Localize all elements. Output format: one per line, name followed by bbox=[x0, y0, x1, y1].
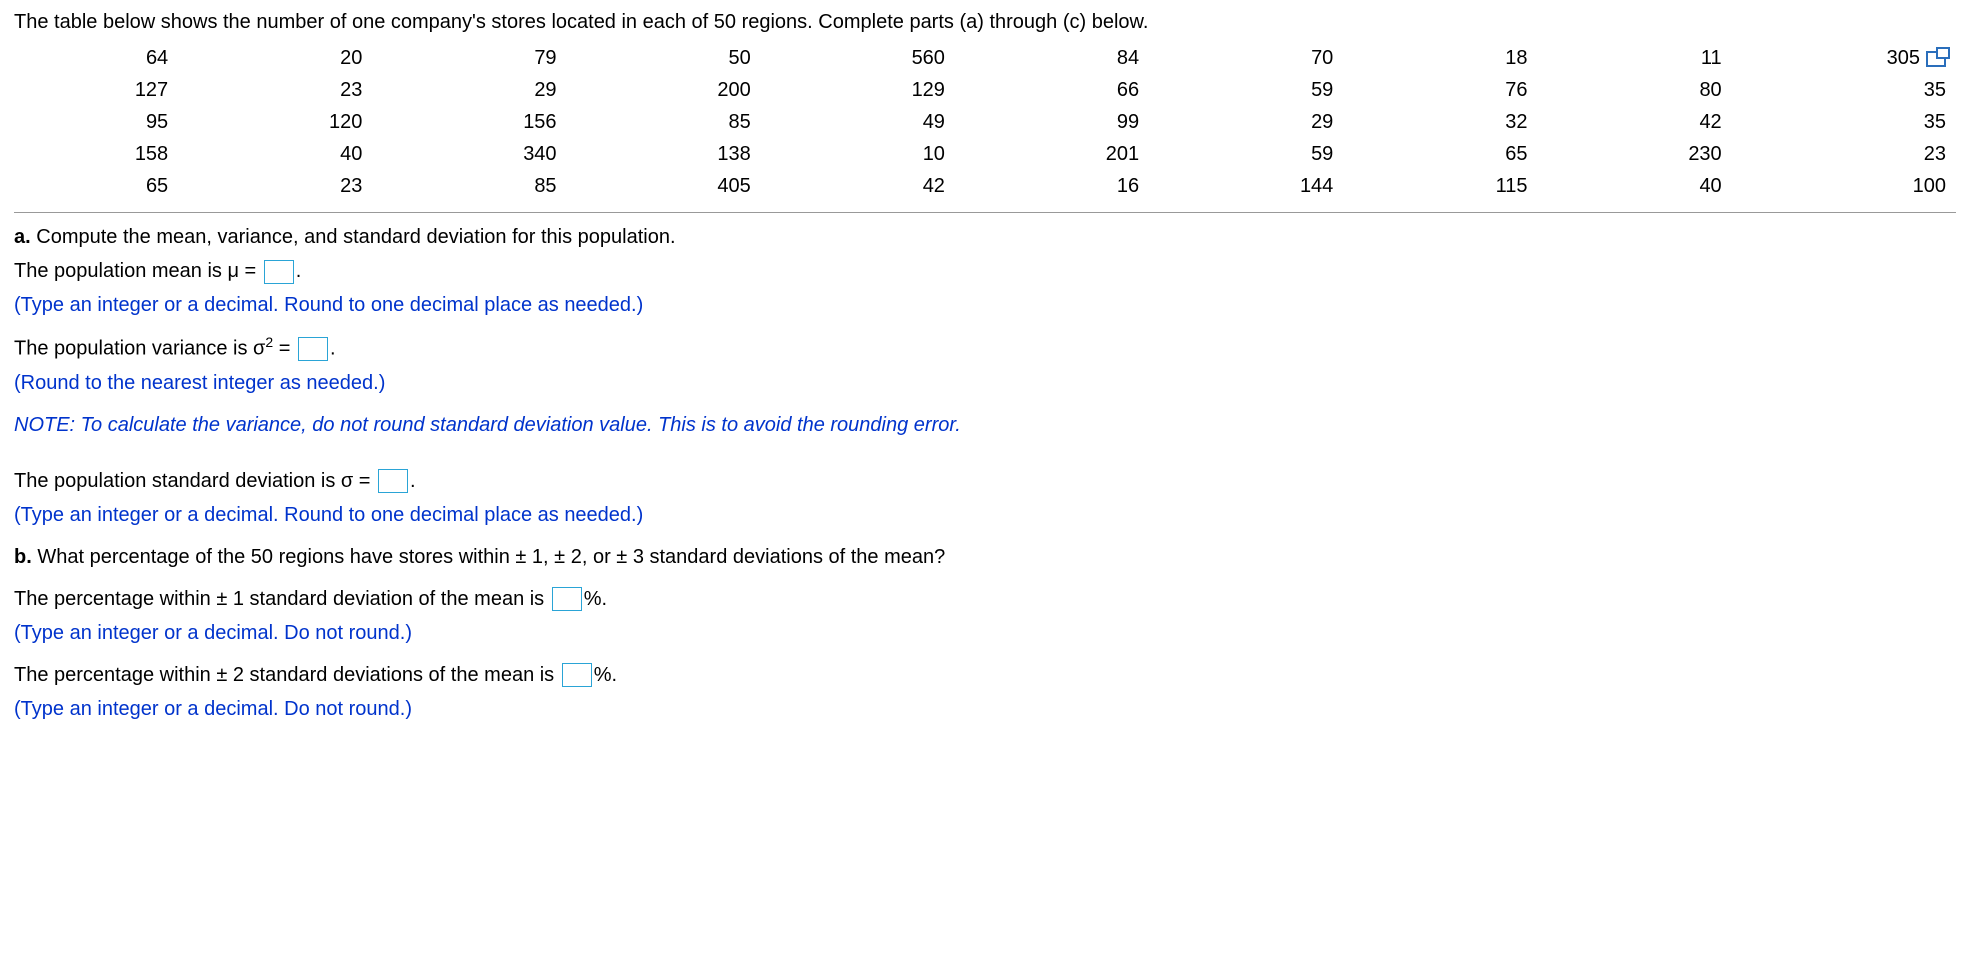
table-cell: 50 bbox=[597, 42, 791, 74]
table-cell: 76 bbox=[1373, 74, 1567, 106]
table-cell: 29 bbox=[402, 74, 596, 106]
pct1-post: %. bbox=[584, 588, 607, 610]
table-cell: 32 bbox=[1373, 106, 1567, 138]
part-a-text: Compute the mean, variance, and standard… bbox=[36, 226, 675, 248]
table-cell: 129 bbox=[791, 74, 985, 106]
pct2-hint: (Type an integer or a decimal. Do not ro… bbox=[14, 695, 1956, 723]
table-cell: 65 bbox=[1373, 138, 1567, 170]
table-row: 6420795056084701811305 bbox=[14, 42, 1956, 74]
table-cell: 405 bbox=[597, 170, 791, 202]
table-row: 9512015685499929324235 bbox=[14, 106, 1956, 138]
var-post: . bbox=[330, 338, 336, 360]
sd-pre: The population standard deviation is σ = bbox=[14, 470, 376, 492]
table-cell: 64 bbox=[14, 42, 208, 74]
mean-hint: (Type an integer or a decimal. Round to … bbox=[14, 291, 1956, 319]
sd-hint: (Type an integer or a decimal. Round to … bbox=[14, 501, 1956, 529]
table-cell: 35 bbox=[1762, 74, 1956, 106]
table-row: 12723292001296659768035 bbox=[14, 74, 1956, 106]
sd-input[interactable] bbox=[378, 469, 408, 493]
var-mid: = bbox=[273, 338, 296, 360]
table-cell: 10 bbox=[791, 138, 985, 170]
variance-note: NOTE: To calculate the variance, do not … bbox=[14, 411, 1956, 439]
table-cell: 138 bbox=[597, 138, 791, 170]
table-cell: 200 bbox=[597, 74, 791, 106]
table-cell: 100 bbox=[1762, 170, 1956, 202]
variance-line: The population variance is σ2 = . bbox=[14, 333, 1956, 363]
table-cell: 42 bbox=[791, 170, 985, 202]
table-cell: 305 bbox=[1762, 42, 1956, 74]
table-cell: 80 bbox=[1568, 74, 1762, 106]
data-table: 6420795056084701811305127232920012966597… bbox=[14, 42, 1956, 202]
part-a-heading: a. Compute the mean, variance, and stand… bbox=[14, 223, 1956, 251]
table-cell: 35 bbox=[1762, 106, 1956, 138]
table-cell: 42 bbox=[1568, 106, 1762, 138]
pct2-input[interactable] bbox=[562, 663, 592, 687]
table-cell: 16 bbox=[985, 170, 1179, 202]
part-b-heading: b. What percentage of the 50 regions hav… bbox=[14, 543, 1956, 571]
pct1-pre: The percentage within ± 1 standard devia… bbox=[14, 588, 550, 610]
pct2-pre: The percentage within ± 2 standard devia… bbox=[14, 664, 560, 686]
table-cell: 70 bbox=[1179, 42, 1373, 74]
table-cell: 127 bbox=[14, 74, 208, 106]
table-cell: 340 bbox=[402, 138, 596, 170]
table-cell: 66 bbox=[985, 74, 1179, 106]
pct2-line: The percentage within ± 2 standard devia… bbox=[14, 661, 1956, 689]
part-b-text: What percentage of the 50 regions have s… bbox=[37, 546, 945, 568]
table-cell: 23 bbox=[208, 170, 402, 202]
pct1-hint: (Type an integer or a decimal. Do not ro… bbox=[14, 619, 1956, 647]
table-cell: 85 bbox=[597, 106, 791, 138]
table-cell: 59 bbox=[1179, 138, 1373, 170]
table-cell: 20 bbox=[208, 42, 402, 74]
sd-line: The population standard deviation is σ =… bbox=[14, 467, 1956, 495]
table-cell: 156 bbox=[402, 106, 596, 138]
table-cell: 95 bbox=[14, 106, 208, 138]
table-cell: 23 bbox=[208, 74, 402, 106]
table-row: 1584034013810201596523023 bbox=[14, 138, 1956, 170]
variance-input[interactable] bbox=[298, 337, 328, 361]
sd-post: . bbox=[410, 470, 416, 492]
table-cell: 560 bbox=[791, 42, 985, 74]
intro-text: The table below shows the number of one … bbox=[14, 8, 1956, 36]
divider bbox=[14, 212, 1956, 213]
table-cell: 29 bbox=[1179, 106, 1373, 138]
pct1-input[interactable] bbox=[552, 587, 582, 611]
mean-pre: The population mean is μ = bbox=[14, 260, 262, 282]
table-cell: 85 bbox=[402, 170, 596, 202]
table-cell: 120 bbox=[208, 106, 402, 138]
table-cell: 11 bbox=[1568, 42, 1762, 74]
table-cell: 115 bbox=[1373, 170, 1567, 202]
part-b-label: b. bbox=[14, 546, 32, 568]
table-cell: 201 bbox=[985, 138, 1179, 170]
table-cell: 158 bbox=[14, 138, 208, 170]
part-a-label: a. bbox=[14, 226, 31, 248]
table-cell: 230 bbox=[1568, 138, 1762, 170]
table-cell: 49 bbox=[791, 106, 985, 138]
variance-hint: (Round to the nearest integer as needed.… bbox=[14, 369, 1956, 397]
mean-line: The population mean is μ = . bbox=[14, 257, 1956, 285]
table-cell: 23 bbox=[1762, 138, 1956, 170]
pct1-line: The percentage within ± 1 standard devia… bbox=[14, 585, 1956, 613]
mean-post: . bbox=[296, 260, 302, 282]
table-cell: 18 bbox=[1373, 42, 1567, 74]
table-cell: 40 bbox=[208, 138, 402, 170]
mean-input[interactable] bbox=[264, 260, 294, 284]
popup-icon[interactable] bbox=[1926, 51, 1946, 67]
table-cell: 144 bbox=[1179, 170, 1373, 202]
table-cell: 59 bbox=[1179, 74, 1373, 106]
table-row: 652385405421614411540100 bbox=[14, 170, 1956, 202]
pct2-post: %. bbox=[594, 664, 617, 686]
table-cell: 84 bbox=[985, 42, 1179, 74]
table-cell: 99 bbox=[985, 106, 1179, 138]
table-cell: 65 bbox=[14, 170, 208, 202]
table-cell: 79 bbox=[402, 42, 596, 74]
var-pre: The population variance is σ bbox=[14, 338, 265, 360]
table-cell: 40 bbox=[1568, 170, 1762, 202]
